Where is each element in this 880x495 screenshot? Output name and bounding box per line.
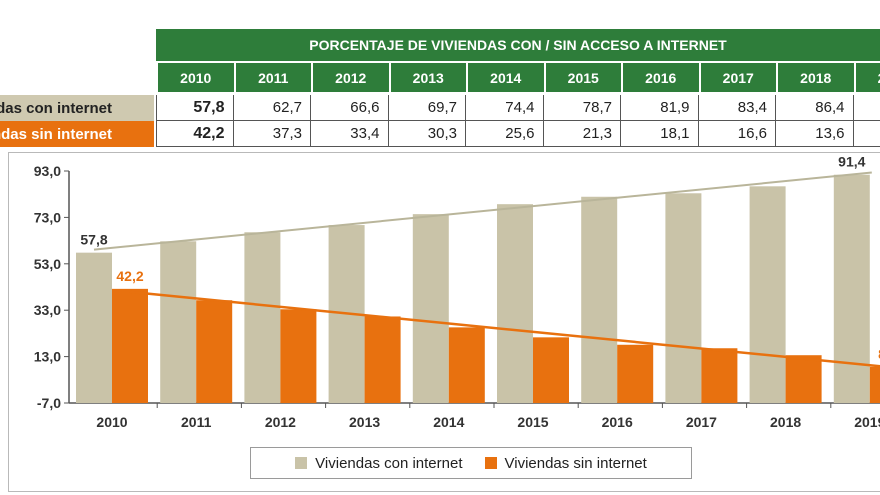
table-cell: 66,6 xyxy=(311,95,389,121)
table-title: PORCENTAJE DE VIVIENDAS CON / SIN ACCESO… xyxy=(156,29,880,61)
table-cell: 74,4 xyxy=(466,95,544,121)
chart-legend: Viviendas con internet Viviendas sin int… xyxy=(250,447,692,479)
table-cell: 78,7 xyxy=(543,95,621,121)
table-cell: 91,4 xyxy=(853,95,880,121)
table-cell: 83,4 xyxy=(698,95,776,121)
table-cell: 42,2 xyxy=(156,121,234,147)
table-year-2016: 2016 xyxy=(621,63,699,92)
x-tick-label: 2010 xyxy=(96,414,127,430)
legend-item-sin-internet: Viviendas sin internet xyxy=(484,454,647,472)
table-year-2012: 2012 xyxy=(311,63,389,92)
bar-sin-internet xyxy=(280,309,317,403)
x-tick-label: 2015 xyxy=(517,414,548,430)
bar-sin-internet xyxy=(448,327,485,403)
table-year-2018: 2018 xyxy=(776,63,854,92)
table-cell: 69,7 xyxy=(388,95,466,121)
bar-con-internet xyxy=(244,232,281,403)
bar-con-internet xyxy=(497,204,533,403)
row-label-con-internet: Viviendas con internet xyxy=(0,95,154,121)
table-year-2017: 2017 xyxy=(698,63,776,92)
table-cell: 86,4 xyxy=(776,95,854,121)
y-tick-label: 93,0 xyxy=(34,163,61,179)
bar-sin-internet xyxy=(364,316,401,403)
bar-con-internet xyxy=(665,193,702,403)
y-tick-label: 33,0 xyxy=(34,302,61,318)
table-cell: 30,3 xyxy=(388,121,466,147)
x-tick-label: 2014 xyxy=(433,414,464,430)
bar-con-internet xyxy=(412,214,449,403)
bar-sin-internet xyxy=(617,344,654,403)
y-tick-label: 13,0 xyxy=(34,349,61,365)
table-cell: 21,3 xyxy=(543,121,621,147)
legend-item-con-internet: Viviendas con internet xyxy=(295,454,463,472)
legend-swatch-sin-internet xyxy=(484,457,497,469)
bar-sin-internet xyxy=(196,300,233,403)
trendline-sin-internet xyxy=(129,290,880,368)
table-year-2013: 2013 xyxy=(388,63,466,92)
x-tick-label: 2016 xyxy=(602,414,633,430)
bar-sin-internet xyxy=(701,348,738,403)
data-label-sin-internet: 42,2 xyxy=(116,268,143,284)
table-year-2019: 2019 xyxy=(853,63,880,92)
x-tick-label: 2012 xyxy=(265,414,296,430)
bar-sin-internet xyxy=(869,366,880,403)
table-year-2014: 2014 xyxy=(466,63,544,92)
data-label-sin-internet: 8,6 xyxy=(878,346,880,362)
bar-sin-internet xyxy=(785,355,822,403)
table-cell: 62,7 xyxy=(233,95,311,121)
table-cell: 37,3 xyxy=(233,121,311,147)
table-cell: 13,6 xyxy=(776,121,854,147)
bar-sin-internet xyxy=(533,337,569,403)
bar-con-internet xyxy=(76,252,112,403)
bar-sin-internet xyxy=(112,288,148,403)
trendline-con-internet xyxy=(93,171,872,251)
x-tick-label: 2017 xyxy=(686,414,717,430)
table-cell: 81,9 xyxy=(621,95,699,121)
bar-chart: 93,0 73,0 53,0 33,0 13,0 -7,0 2010 2011 2012 2013… xyxy=(34,154,880,430)
bar-con-internet xyxy=(581,196,618,403)
table-cell: 16,6 xyxy=(698,121,776,147)
x-tick-label: 2011 xyxy=(181,414,212,430)
bar-con-internet xyxy=(749,186,786,403)
x-tick-label: 2018 xyxy=(770,414,801,430)
legend-swatch-con-internet xyxy=(295,457,308,469)
table-cell: 57,8 xyxy=(156,95,234,121)
data-label-con-internet: 91,4 xyxy=(838,154,865,170)
legend-label-con-internet: Viviendas con internet xyxy=(315,454,463,472)
data-label-con-internet: 57,8 xyxy=(80,232,107,248)
data-table-area: PORCENTAJE DE VIVIENDAS CON / SIN ACCESO… xyxy=(0,0,880,150)
x-tick-label: 2019 xyxy=(854,414,880,430)
x-tick-label: 2013 xyxy=(349,414,380,430)
table-year-2010: 2010 xyxy=(156,63,234,92)
y-tick-label: 53,0 xyxy=(34,256,61,272)
legend-label-sin-internet: Viviendas sin internet xyxy=(504,454,647,472)
bar-con-internet xyxy=(160,241,197,403)
bar-con-internet xyxy=(833,174,870,403)
table-cell: 8,6 xyxy=(853,121,880,147)
row-label-sin-internet: Viviendas sin internet xyxy=(0,121,154,147)
y-tick-label: 73,0 xyxy=(34,209,61,225)
y-tick-label: -7,0 xyxy=(37,395,61,411)
table-year-2011: 2011 xyxy=(233,63,311,92)
table-cell: 33,4 xyxy=(311,121,389,147)
chart-frame: 93,0 73,0 53,0 33,0 13,0 -7,0 2010 2011 2012 2013… xyxy=(8,152,880,492)
table-cell: 18,1 xyxy=(621,121,699,147)
table-year-2015: 2015 xyxy=(543,63,621,92)
table-cell: 25,6 xyxy=(466,121,544,147)
